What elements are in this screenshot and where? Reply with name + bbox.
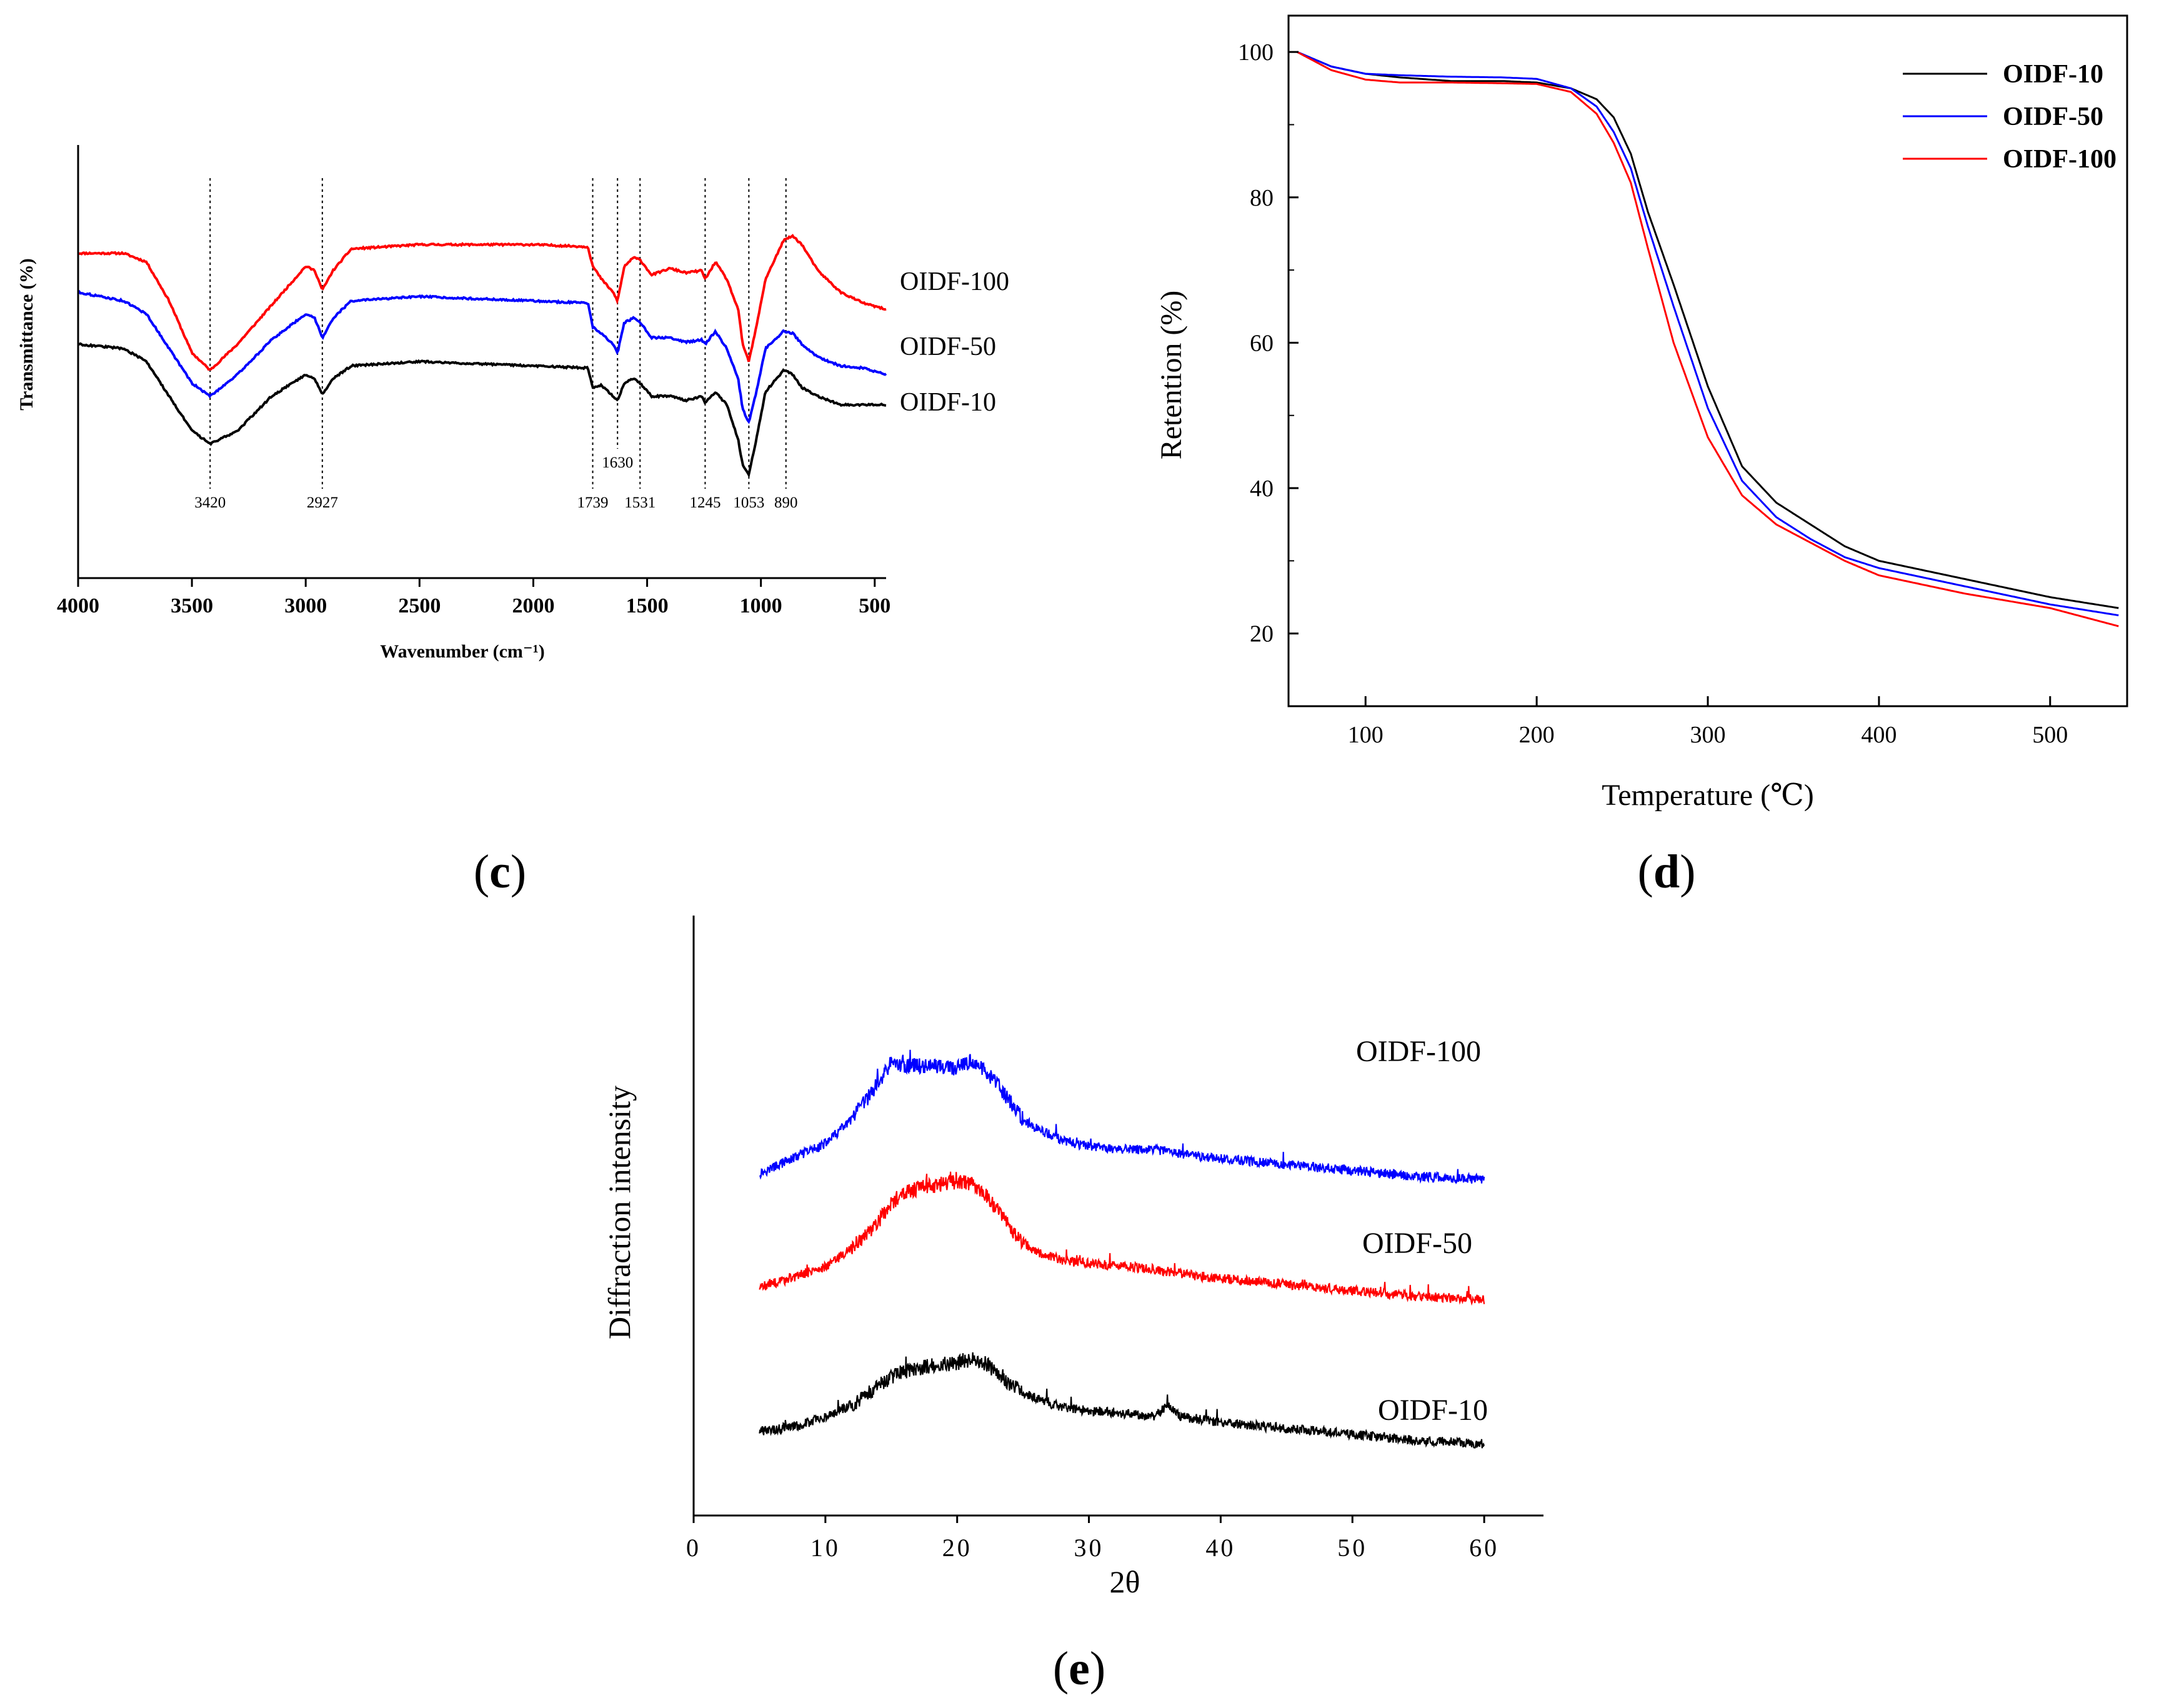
ftir-peak-labels: 3420 2927 1739 1630 1531 1245 1053 890	[194, 454, 797, 511]
ftir-series-label-oidf-100: OIDF-100	[900, 267, 1009, 296]
tga-y-axis-title: Retention (%)	[1155, 291, 1188, 460]
ftir-chart: 4000 3500 3000 2500 2000 1500 1000 500 3420 2927…	[16, 145, 1009, 898]
xrd-series-label-oidf-50: OIDF-50	[1362, 1227, 1472, 1260]
xrd-x-tick-label: 40	[1205, 1534, 1235, 1562]
tga-y-tick-label: 60	[1250, 330, 1274, 356]
xrd-x-tick-label: 20	[942, 1534, 972, 1562]
ftir-x-tick-label: 2000	[512, 594, 554, 617]
ftir-x-tick-label: 3500	[171, 594, 213, 617]
xrd-x-tick-label: 60	[1469, 1534, 1499, 1562]
ftir-peak-label-3420: 3420	[194, 494, 226, 511]
xrd-line-oidf-10	[759, 1352, 1485, 1449]
ftir-peak-label-1630: 1630	[602, 454, 633, 471]
xrd-series-labels: OIDF-100 OIDF-50 OIDF-10	[1356, 1035, 1488, 1427]
xrd-x-tick-label: 30	[1074, 1534, 1104, 1562]
tga-y-tick-label: 80	[1250, 185, 1274, 211]
tga-legend: OIDF-10 OIDF-50 OIDF-100	[1903, 60, 2117, 174]
tga-series	[1297, 51, 2119, 627]
xrd-y-axis-title: Diffraction intensity	[602, 1086, 637, 1339]
xrd-x-tick-label: 50	[1337, 1534, 1367, 1562]
xrd-line-oidf-100	[759, 1049, 1485, 1185]
ftir-series	[77, 234, 887, 479]
xrd-line-oidf-50	[759, 1171, 1485, 1306]
panel-label-d: (d)	[1638, 846, 1696, 898]
xrd-x-axis-title: 2θ	[1110, 1564, 1140, 1599]
ftir-x-tick-label: 500	[859, 594, 890, 617]
tga-y-tick-label: 100	[1238, 39, 1274, 66]
tga-line-oidf-50	[1297, 51, 2119, 617]
ftir-line-oidf-10	[77, 342, 887, 479]
tga-y-tick-label: 40	[1250, 476, 1274, 502]
tga-x-tick-label: 300	[1690, 722, 1726, 748]
ftir-x-tick-label: 3000	[284, 594, 327, 617]
ftir-peak-label-1245: 1245	[689, 494, 720, 511]
ftir-x-tick-label: 2500	[398, 594, 441, 617]
tga-x-tick-label: 400	[1861, 722, 1897, 748]
tga-line-oidf-10	[1297, 51, 2119, 609]
tga-x-tick-label: 500	[2032, 722, 2068, 748]
tga-x-tick-label: 200	[1519, 722, 1555, 748]
ftir-peak-label-2927: 2927	[307, 494, 338, 511]
ftir-line-oidf-50	[77, 289, 887, 424]
ftir-line-oidf-100	[77, 234, 887, 371]
tga-legend-label-oidf-50: OIDF-50	[2003, 102, 2103, 131]
ftir-peak-label-1739: 1739	[577, 494, 609, 511]
ftir-x-tick-label: 4000	[57, 594, 99, 617]
ftir-x-axis-title: Wavenumber (cm⁻¹)	[380, 641, 544, 662]
xrd-series-label-oidf-100: OIDF-100	[1356, 1035, 1481, 1068]
ftir-peak-label-1053: 1053	[733, 494, 764, 511]
ftir-peak-lines	[209, 178, 787, 489]
ftir-peak-label-1531: 1531	[624, 494, 656, 511]
ftir-x-ticks: 4000 3500 3000 2500 2000 1500 1000 500	[57, 578, 890, 617]
tga-line-oidf-100	[1297, 51, 2119, 627]
xrd-series-label-oidf-10: OIDF-10	[1378, 1394, 1488, 1427]
ftir-peak-label-890: 890	[774, 494, 798, 511]
tga-plot-frame	[1287, 14, 2128, 707]
tga-chart: 100 200 300 400 500 20 40 60 80 100 OIDF-10 OIDF-5…	[1155, 14, 2128, 898]
tga-x-tick-label: 100	[1348, 722, 1384, 748]
ftir-series-labels: OIDF-100 OIDF-50 OIDF-10	[900, 267, 1009, 417]
xrd-x-ticks: 0 10 20 30 40 50 60	[686, 1516, 1499, 1562]
tga-legend-label-oidf-100: OIDF-100	[2003, 145, 2117, 174]
xrd-x-tick-label: 10	[810, 1534, 840, 1562]
ftir-y-axis-title: Transmittance (%)	[16, 258, 37, 411]
ftir-series-label-oidf-50: OIDF-50	[900, 332, 996, 361]
tga-legend-label-oidf-10: OIDF-10	[2003, 60, 2103, 89]
panel-label-c: (c)	[474, 846, 526, 898]
panel-label-e: (e)	[1053, 1642, 1105, 1695]
tga-ticks: 100 200 300 400 500 20 40 60 80 100	[1238, 39, 2068, 748]
ftir-x-tick-label: 1000	[740, 594, 782, 617]
xrd-series	[759, 1049, 1485, 1449]
ftir-x-tick-label: 1500	[626, 594, 669, 617]
ftir-series-label-oidf-10: OIDF-10	[900, 388, 996, 417]
tga-y-tick-label: 20	[1250, 621, 1274, 647]
xrd-x-tick-label: 0	[686, 1534, 701, 1562]
tga-x-axis-title: Temperature (℃)	[1602, 779, 1814, 812]
